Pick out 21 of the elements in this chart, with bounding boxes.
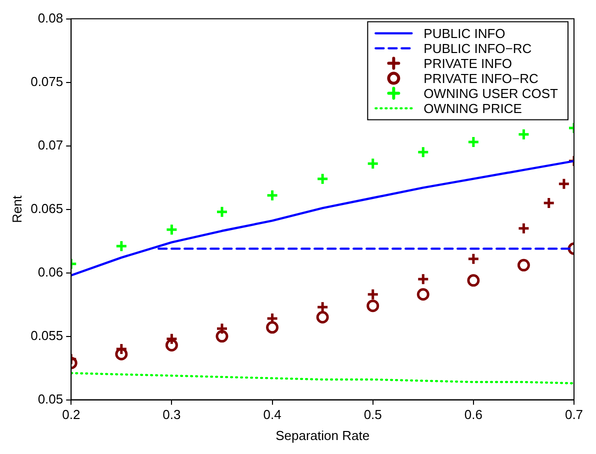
y-tick-label: 0.08 bbox=[38, 10, 64, 26]
y-tick-label: 0.065 bbox=[30, 200, 64, 216]
x-axis-title: Separation Rate bbox=[276, 428, 370, 443]
x-tick-label: 0.3 bbox=[162, 407, 181, 422]
legend-label: OWNING USER COST bbox=[424, 86, 558, 101]
y-tick-label: 0.07 bbox=[38, 137, 64, 152]
legend-label: OWNING PRICE bbox=[424, 100, 522, 116]
y-axis-title: Rent bbox=[9, 195, 24, 224]
x-tick-label: 0.2 bbox=[62, 407, 80, 422]
legend-label: PUBLIC INFO bbox=[424, 26, 506, 41]
x-tick-label: 0.5 bbox=[364, 407, 382, 422]
y-tick-label: 0.05 bbox=[38, 391, 64, 406]
y-tick-label: 0.06 bbox=[38, 264, 64, 280]
y-tick-label: 0.075 bbox=[30, 74, 64, 89]
legend-label: PRIVATE INFO−RC bbox=[424, 70, 538, 86]
y-tick-label: 0.055 bbox=[30, 328, 64, 343]
x-tick-label: 0.6 bbox=[464, 407, 482, 422]
legend-label: PUBLIC INFO−RC bbox=[424, 40, 532, 56]
x-tick-label: 0.7 bbox=[564, 407, 584, 422]
legend-label: PRIVATE INFO bbox=[424, 56, 512, 71]
x-tick-label: 0.4 bbox=[263, 407, 282, 422]
